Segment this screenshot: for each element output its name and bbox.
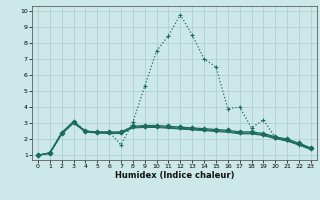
X-axis label: Humidex (Indice chaleur): Humidex (Indice chaleur): [115, 171, 234, 180]
